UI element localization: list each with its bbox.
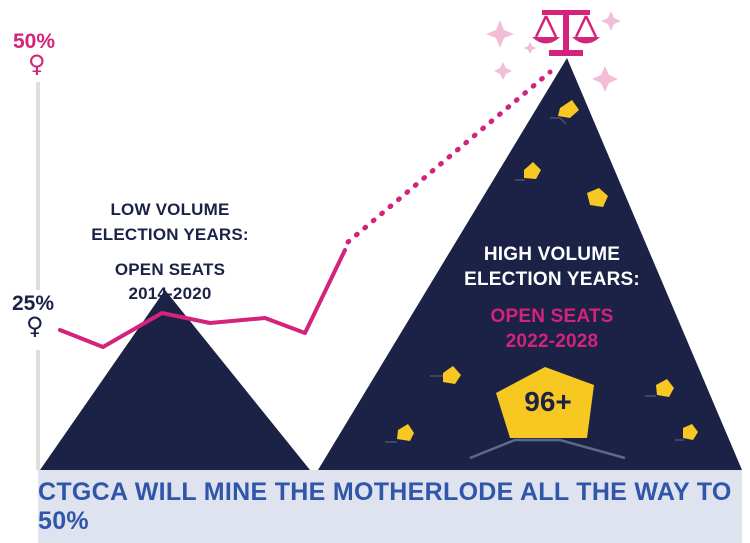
nugget-cracks — [385, 117, 684, 460]
low-volume-title-line2: ELECTION YEARS: — [91, 225, 249, 244]
venus-icon: ♀ — [28, 50, 46, 78]
high-volume-seats-line2: 2022-2028 — [505, 331, 599, 352]
low-volume-seats: OPEN SEATS 2014-2020 — [80, 258, 260, 306]
balance-scale-icon — [532, 10, 600, 56]
high-volume-seats: OPEN SEATS 2022-2028 — [452, 304, 652, 354]
axis-label-25-percent: 25% — [12, 292, 55, 315]
open-seats-count: 96+ — [524, 386, 572, 417]
axis-label-50-percent: 50% — [13, 30, 56, 53]
trend-line-actual — [58, 248, 347, 349]
high-volume-seats-line1: OPEN SEATS — [490, 306, 614, 327]
trend-line-projection — [345, 69, 553, 245]
sparkle-icon — [486, 11, 621, 92]
low-volume-title: LOW VOLUME ELECTION YEARS: — [80, 197, 260, 247]
venus-icon: ♀ — [26, 312, 44, 340]
low-volume-title-line1: LOW VOLUME — [110, 200, 230, 219]
large-mountain — [318, 58, 742, 470]
high-volume-title-line2: ELECTION YEARS: — [464, 269, 640, 290]
high-volume-title-line1: HIGH VOLUME — [483, 244, 621, 265]
gold-nugget-icon — [397, 100, 698, 441]
low-volume-seats-line1: OPEN SEATS — [114, 260, 226, 279]
small-mountain — [40, 290, 310, 470]
open-seats-badge — [496, 367, 594, 438]
low-volume-seats-line2: 2014-2020 — [128, 284, 212, 303]
banner-text: CTGCA WILL MINE THE MOTHERLODE ALL THE W… — [38, 477, 732, 535]
bottom-banner: CTGCA WILL MINE THE MOTHERLODE ALL THE W… — [38, 470, 742, 543]
high-volume-title: HIGH VOLUME ELECTION YEARS: — [452, 242, 652, 292]
